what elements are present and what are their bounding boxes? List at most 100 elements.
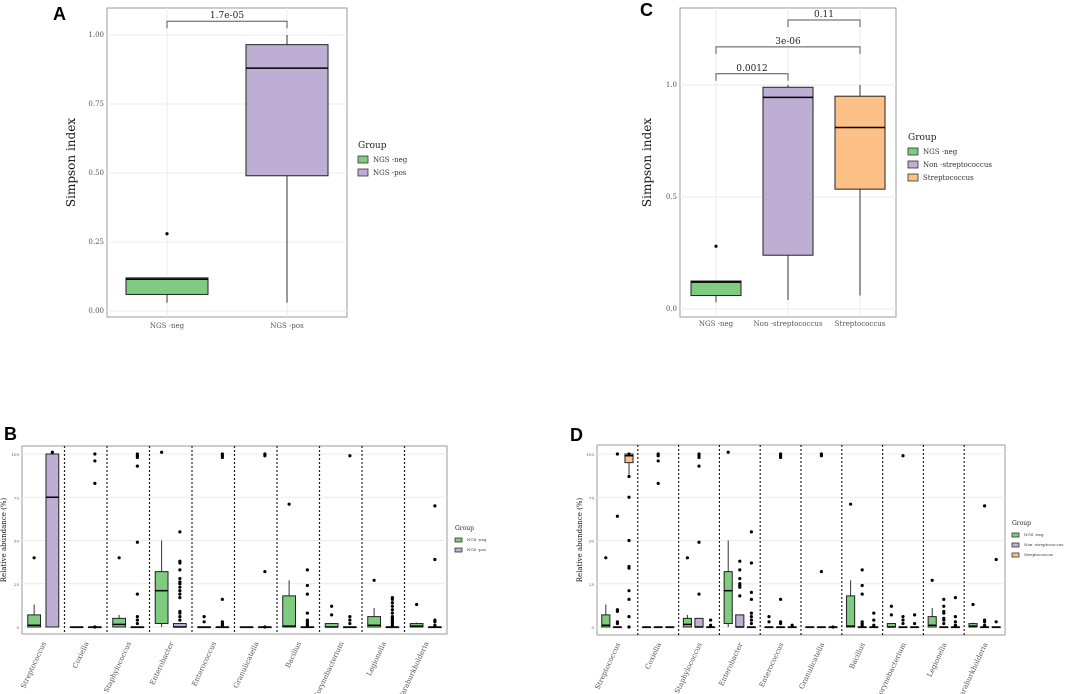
- panel-b-staphylococcus-outlier-point: [135, 621, 139, 626]
- panel-b-ytick-label: 75: [14, 495, 20, 500]
- panel-d-enterobacter-outlier-point: [749, 561, 754, 565]
- panel-d-enterococcus-outlier-point: [779, 597, 783, 601]
- panel-b-enterobacter-outlier-point: [178, 561, 182, 565]
- panel-d-enterobacter-outlier-point: [749, 611, 754, 615]
- panel-d-staphylococcus-outlier-point: [697, 464, 701, 468]
- panel-d-paraburkholderia-outlier-point: [994, 557, 998, 562]
- panel-b-legend-key: [454, 537, 463, 543]
- panel-b-coxiella-outlier-point: [93, 459, 97, 463]
- panel-d-xtick-label: Staphylococcus: [673, 641, 704, 694]
- panel-b-enterobacter-outlier-point: [178, 530, 182, 534]
- panel-d-xtick-label: Streptococcus: [594, 641, 623, 691]
- panel-d-enterobacter-outlier-point: [749, 621, 754, 626]
- panel-b-paraburkholderia-outlier-point: [415, 602, 419, 607]
- panel-b-enterococcus-outlier-point: [220, 623, 224, 627]
- panel-b-enterococcus-outlier-point: [202, 615, 206, 619]
- panel-d-y-axis-title: Relative abundance (%): [576, 498, 584, 583]
- panel-d-legend-label: NGS -neg: [1024, 532, 1044, 537]
- panel-d-enterobacter-outlier-point: [749, 618, 754, 622]
- panel-b-granulicatella-outlier-point: [263, 570, 267, 574]
- panel-c-0-outlier-point: [714, 244, 718, 248]
- panel-b-xtick-label: Legionella: [365, 640, 388, 677]
- panel-d-streptococcus-outlier-point: [615, 452, 620, 456]
- panel-b-bacillus-outlier-point: [305, 592, 309, 596]
- panel-b-bacillus-outlier-point: [305, 583, 309, 588]
- panel-b-coxiella-outlier-point: [93, 625, 97, 629]
- panel-a-ytick-label: 0.75: [88, 100, 104, 108]
- panel-b-ytick-label: 0: [16, 625, 19, 630]
- panel-d-paraburkholderia-outlier-point: [983, 504, 987, 508]
- panel-b-legend-label: NGS -neg: [467, 537, 487, 542]
- panel-d-enterococcus-outlier-point: [790, 623, 794, 627]
- panel-b-bacillus-outlier-point: [287, 502, 291, 506]
- panel-d-enterococcus-outlier-point: [779, 621, 783, 626]
- panel-b-staphylococcus-outlier-point: [135, 618, 139, 622]
- panel-c-0-box: [690, 280, 742, 297]
- panel-d-letter: D: [570, 425, 583, 445]
- panel-a-0-outlier-point: [165, 232, 169, 236]
- panel-b-legend-label: NGS -pos: [467, 547, 486, 552]
- panel-b-xtick-label: Corynebacterium: [312, 640, 346, 694]
- panel-b-bacillus-outlier-point: [305, 568, 309, 572]
- panel-b-bacillus-box: [282, 595, 297, 628]
- panel-b-bacillus-outlier-point: [305, 611, 309, 615]
- panel-d-enterococcus-outlier-point: [767, 615, 771, 619]
- panel-b-letter: B: [4, 424, 17, 444]
- panel-b-legionella-outlier-point: [390, 608, 394, 612]
- panel-b-legend-key: [454, 547, 463, 553]
- panel-d-bacillus-box: [846, 595, 856, 628]
- panel-b-staphylococcus-box: [112, 617, 127, 628]
- panel-d-legend-key: [1011, 552, 1020, 558]
- panel-d-bacillus-outlier-point: [860, 592, 864, 596]
- panel-d-corynebacterium-outlier-point: [901, 621, 905, 626]
- panel-d-legionella-outlier-point: [953, 615, 958, 619]
- panel-b-enterobacter-box: [154, 571, 169, 625]
- panel-d-enterobacter-box: [723, 571, 733, 625]
- panel-c-xtick-label: NGS -neg: [699, 320, 734, 328]
- panel-b-bacillus-outlier-point: [305, 623, 309, 627]
- panel-b-corynebacterium-outlier-point: [348, 615, 352, 619]
- panel-b-paraburkholderia-box: [409, 623, 424, 628]
- panel-d-ytick-label: 0: [591, 625, 594, 630]
- panel-b-staphylococcus-outlier-point: [135, 592, 139, 596]
- panel-d-xtick-label: Coxiella: [644, 641, 663, 670]
- panel-d-granulicatella-outlier-point: [819, 570, 824, 574]
- panel-d-streptococcus-outlier-point: [627, 452, 631, 456]
- panel-d-enterobacter-outlier-point: [749, 530, 754, 534]
- panel-b-enterococcus-outlier-point: [220, 597, 224, 601]
- panel-c-1-box: [762, 86, 814, 256]
- panel-c-xtick-label: Non -streptococcus: [754, 320, 823, 328]
- panel-b-xtick-label: Granulicatella: [232, 640, 261, 689]
- panel-b-legionella-box: [367, 616, 382, 628]
- panel-d-enterobacter-outlier-point: [738, 568, 742, 572]
- panel-c-legend-label: NGS -neg: [923, 148, 958, 156]
- panel-c-legend-title: Group: [908, 133, 937, 143]
- panel-d-legionella-box: [927, 616, 937, 628]
- panel-d-legionella-outlier-point: [953, 623, 958, 627]
- panel-b-enterobacter-outlier-point: [178, 592, 182, 596]
- panel-b-legionella-outlier-point: [390, 601, 394, 605]
- panel-d-staphylococcus-outlier-point: [685, 556, 690, 560]
- panel-b-legionella-outlier-point: [390, 597, 394, 601]
- panel-b-enterobacter-outlier-point: [178, 595, 182, 600]
- panel-d-paraburkholderia-outlier-point: [971, 602, 975, 607]
- panel-b-ytick-label: 50: [14, 539, 20, 544]
- panel-b-enterobacter-outlier-point: [178, 611, 182, 615]
- panel-d-legend-key: [1011, 532, 1020, 538]
- panel-c-legend-label: Streptococcus: [923, 174, 974, 182]
- panel-b-xtick-label: Bacillus: [284, 640, 303, 669]
- panel-d-streptococcus-outlier-point: [615, 621, 620, 626]
- panel-d-xtick-label: Legionella: [926, 641, 949, 678]
- panel-d-ytick-label: 100: [586, 452, 594, 457]
- panel-b-corynebacterium-outlier-point: [348, 621, 352, 626]
- panel-b-xtick-label: Enterobacter: [148, 640, 175, 687]
- panel-c-significance-bracket: [715, 46, 861, 54]
- panel-d-legionella-outlier-point: [953, 595, 958, 600]
- panel-c-significance-bracket: [787, 19, 861, 28]
- panel-d-staphylococcus-outlier-point: [709, 618, 713, 622]
- panel-d-enterobacter-outlier-point: [738, 585, 742, 589]
- panel-d-legionella-outlier-point: [942, 618, 946, 622]
- panel-d-granulicatella-outlier-point: [831, 625, 835, 629]
